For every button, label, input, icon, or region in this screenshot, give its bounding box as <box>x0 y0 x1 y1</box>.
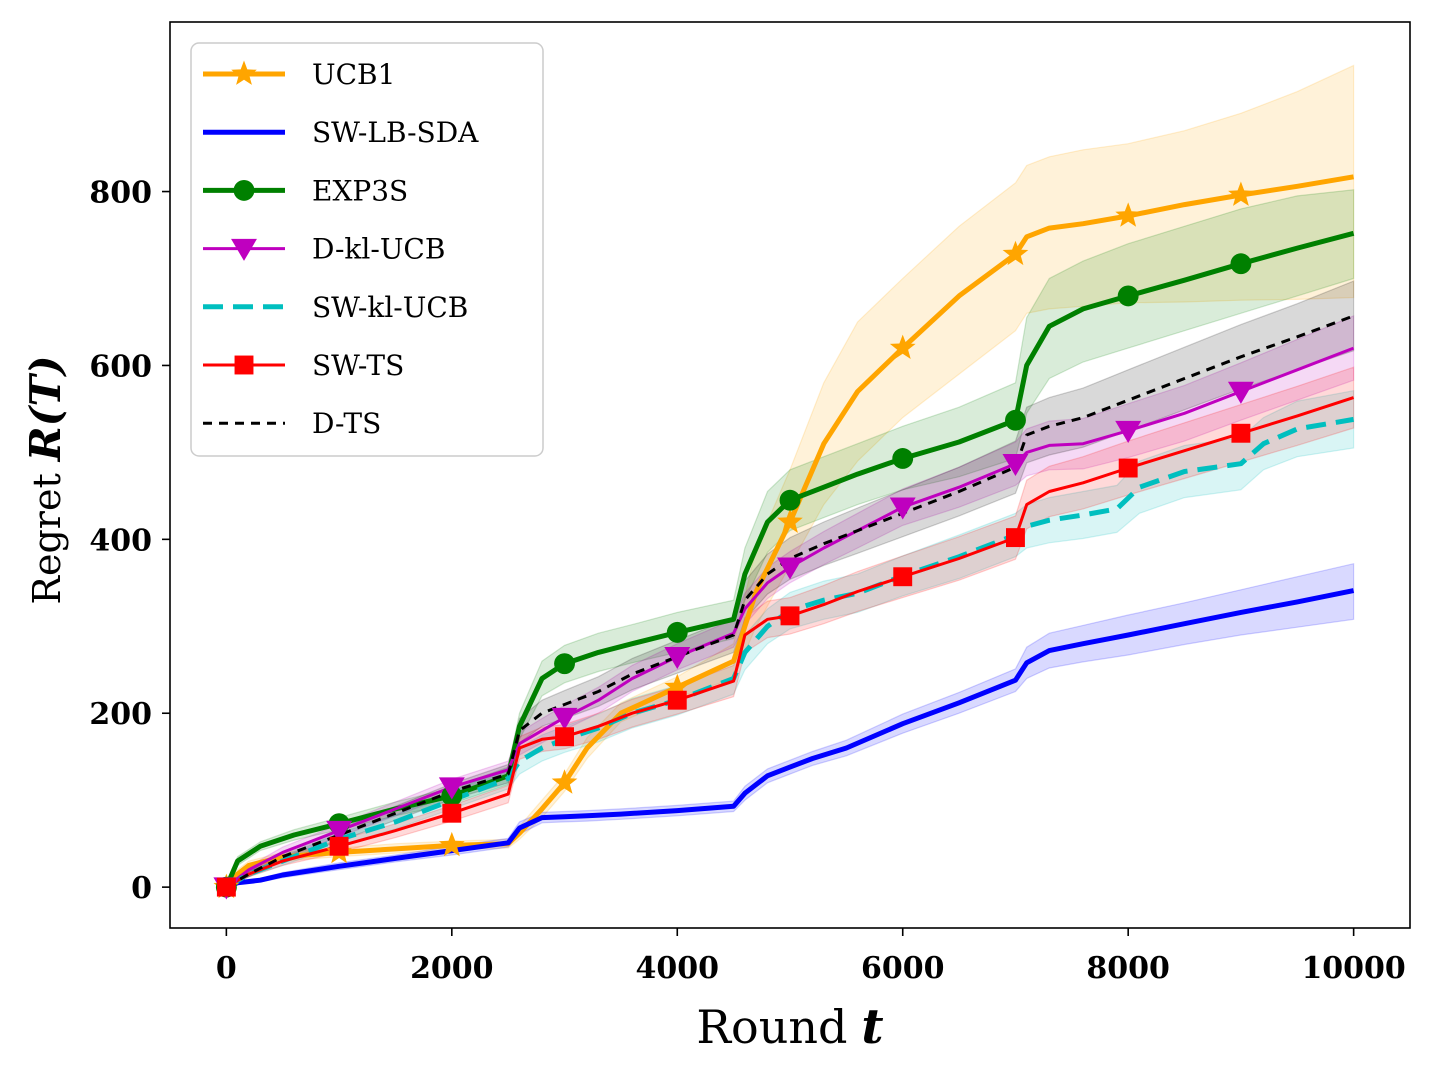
marker-ucb1 <box>664 673 691 699</box>
legend-entry-d-kl-ucb: D-kl-UCB <box>203 233 445 266</box>
marker-sw-ts <box>780 606 800 626</box>
marker-d-kl-ucb <box>326 820 353 843</box>
marker-exp3s <box>1117 285 1139 307</box>
line-sw-lb-sda <box>225 588 1355 890</box>
y-tick-label: 800 <box>89 176 152 211</box>
marker-exp3s <box>892 448 914 469</box>
x-tick-label: 8000 <box>1086 951 1170 986</box>
legend-entry-d-ts: D-TS <box>203 407 381 440</box>
marker-d-kl-ucb <box>777 557 803 580</box>
legend-label-ucb1: UCB1 <box>312 58 395 91</box>
legend-entry-sw-ts: SW-TS <box>203 349 404 382</box>
x-tick-label: 6000 <box>861 951 945 986</box>
x-axis-ticks: 0 2000 4000 6000 8000 10000 <box>216 928 1406 986</box>
legend-label-sw-lb-sda: SW-LB-SDA <box>312 116 479 149</box>
legend-entry-exp3s: EXP3S <box>203 174 408 207</box>
marker-ucb1 <box>1002 240 1029 266</box>
legend-marker-exp3s <box>233 179 255 201</box>
legend-marker-sw-ts <box>234 355 254 375</box>
legend-marker-d-kl-ucb <box>231 238 257 261</box>
band-d-ts <box>226 280 1355 888</box>
marker-d-kl-ucb <box>438 777 465 800</box>
legend-entries: UCB1 SW-LB-SDA EXP3S D-kl-UCB SW-kl-UCB SW-TS… <box>203 58 479 440</box>
marker-ucb1 <box>889 334 916 359</box>
marker-sw-ts <box>1118 458 1138 478</box>
legend-label-d-ts: D-TS <box>312 407 381 440</box>
marker-d-kl-ucb <box>889 497 916 520</box>
legend-entry-ucb1: UCB1 <box>203 58 395 91</box>
line-d-kl-ucb <box>225 346 1355 889</box>
marker-sw-ts <box>329 836 349 856</box>
line-ucb1 <box>224 174 1355 889</box>
marker-exp3s <box>1230 253 1252 275</box>
legend-entry-sw-lb-sda: SW-LB-SDA <box>203 116 479 149</box>
marker-ucb1 <box>551 769 578 794</box>
marker-ucb1 <box>1115 202 1141 227</box>
legend: UCB1 SW-LB-SDA EXP3S D-kl-UCB SW-kl-UCB SW-TS… <box>190 42 544 457</box>
x-tick-label: 10000 <box>1301 951 1405 986</box>
legend-marker-ucb1 <box>231 60 257 85</box>
band-d-kl-ucb <box>225 314 1355 888</box>
y-axis-label: RegretR(T) <box>21 355 70 604</box>
marker-exp3s <box>1005 409 1026 431</box>
marker-sw-ts <box>1231 423 1251 443</box>
y-tick-label: 0 <box>131 871 152 906</box>
legend-entry-sw-kl-ucb: SW-kl-UCB <box>203 291 468 324</box>
marker-ucb1 <box>1228 181 1254 206</box>
y-tick-label: 600 <box>89 349 152 384</box>
legend-label-exp3s: EXP3S <box>312 174 408 207</box>
x-tick-label: 4000 <box>636 951 720 986</box>
legend-label-sw-kl-ucb: SW-kl-UCB <box>312 291 468 324</box>
marker-exp3s <box>779 489 801 511</box>
marker-sw-ts <box>216 877 236 897</box>
plot-frame <box>169 21 1411 929</box>
marker-sw-ts <box>555 727 574 747</box>
y-tick-label: 400 <box>89 523 152 558</box>
marker-d-kl-ucb <box>551 707 578 730</box>
marker-sw-ts <box>893 567 913 587</box>
x-tick-label: 2000 <box>410 951 494 986</box>
marker-ucb1 <box>777 508 803 533</box>
x-tick-label: 0 <box>216 951 237 986</box>
marker-exp3s <box>554 653 575 675</box>
y-axis-ticks: 0 200 400 600 800 <box>89 176 170 906</box>
marker-d-kl-ucb <box>1002 453 1029 477</box>
marker-d-kl-ucb <box>664 647 691 670</box>
marker-d-kl-ucb <box>1227 381 1254 404</box>
marker-ucb1 <box>439 831 465 857</box>
legend-label-sw-ts: SW-TS <box>312 349 404 382</box>
legend-box <box>190 42 544 457</box>
marker-sw-ts <box>1006 528 1025 548</box>
marker-exp3s <box>666 621 688 643</box>
line-d-ts <box>225 314 1355 889</box>
legend-label-d-kl-ucb: D-kl-UCB <box>312 233 445 266</box>
marker-d-kl-ucb <box>1115 420 1142 443</box>
marker-sw-ts <box>442 803 462 823</box>
series-markers <box>213 181 1254 900</box>
y-tick-label: 200 <box>89 697 152 732</box>
x-axis-label: Round t <box>696 999 883 1055</box>
marker-sw-ts <box>667 690 687 710</box>
